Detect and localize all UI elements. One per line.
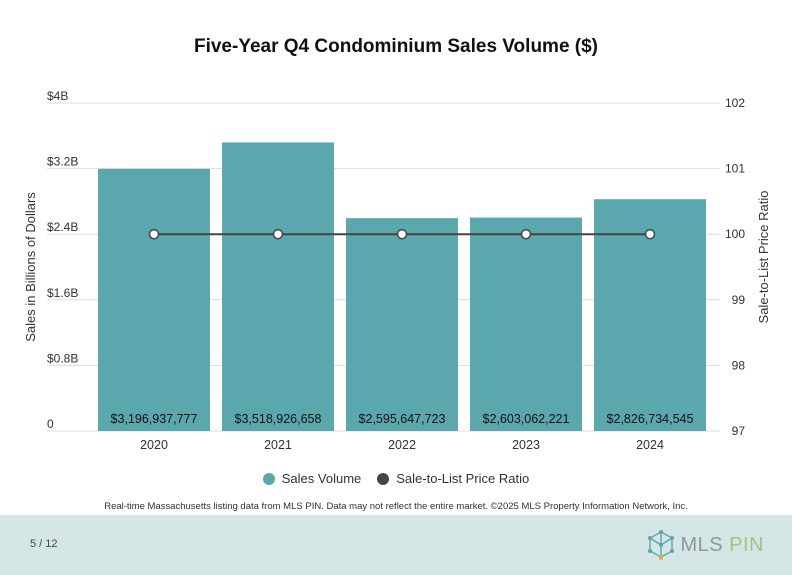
bar <box>98 168 210 431</box>
y-left-tick-label: $0.8B <box>47 351 78 365</box>
x-tick-label: 2023 <box>512 438 540 452</box>
y-right-tick-label: 97 <box>732 424 746 438</box>
chart-title: Five-Year Q4 Condominium Sales Volume ($… <box>193 36 599 57</box>
legend-item-sale-to-list[interactable]: Sale-to-List Price Ratio <box>377 471 529 486</box>
legend-swatch-sale-to-list <box>377 472 390 485</box>
line-point <box>272 228 284 240</box>
network-cube-icon <box>648 530 675 561</box>
x-tick-label: 2021 <box>264 438 292 452</box>
bar-data-label: $2,603,062,221 <box>483 412 570 426</box>
y-left-tick-label: $2.4B <box>47 220 78 234</box>
legend-label-sales-volume: Sales Volume <box>281 471 362 486</box>
logo-text-pin: PIN <box>729 533 764 556</box>
disclaimer-text: Real-time Massachusetts listing data fro… <box>104 501 688 512</box>
y-left-tick-label: 0 <box>47 417 54 431</box>
bar <box>346 218 458 431</box>
bar <box>222 142 334 432</box>
mls-pin-logo: MLS PIN <box>646 529 764 561</box>
y-right-tick-label: 101 <box>725 162 745 176</box>
y-left-tick-label: $4B <box>47 89 68 103</box>
y-right-axis-title: Sale-to-List Price Ratio <box>756 191 771 324</box>
page-number: 5 / 12 <box>30 538 58 550</box>
x-tick-label: 2024 <box>636 438 664 452</box>
line-point <box>396 228 408 240</box>
legend-item-sales-volume[interactable]: Sales Volume <box>262 471 362 486</box>
y-right-tick-label: 102 <box>725 96 745 110</box>
y-left-tick-label: $1.6B <box>47 286 78 300</box>
legend-swatch-sales-volume <box>262 472 275 485</box>
y-left-tick-label: $3.2B <box>47 155 78 169</box>
y-right-tick-label: 99 <box>732 293 746 307</box>
bar-data-label: $3,518,926,658 <box>235 412 322 426</box>
x-tick-label: 2020 <box>140 438 168 452</box>
y-left-axis-title: Sales in Billions of Dollars <box>23 192 38 342</box>
y-right-tick-label: 98 <box>732 358 746 372</box>
bar-data-label: $3,196,937,777 <box>111 412 198 426</box>
bar-data-label: $2,826,734,545 <box>607 412 694 426</box>
x-tick-label: 2022 <box>388 438 416 452</box>
line-point <box>644 228 656 240</box>
combo-chart: 0 $0.8B $1.6B $2.4B $3.2B $4B 97 98 99 100 101 102 S… <box>23 89 771 452</box>
bar <box>470 217 582 431</box>
legend-label-sale-to-list: Sale-to-List Price Ratio <box>396 471 530 486</box>
line-point <box>148 228 160 240</box>
line-point <box>520 228 532 240</box>
y-right-tick-label: 100 <box>725 227 745 241</box>
bar-data-label: $2,595,647,723 <box>359 412 446 426</box>
chart-legend: Sales Volume Sale-to-List Price Ratio <box>0 471 792 486</box>
logo-text-mls: MLS <box>680 533 724 556</box>
page-footer: 5 / 12 MLS PIN <box>0 515 792 575</box>
